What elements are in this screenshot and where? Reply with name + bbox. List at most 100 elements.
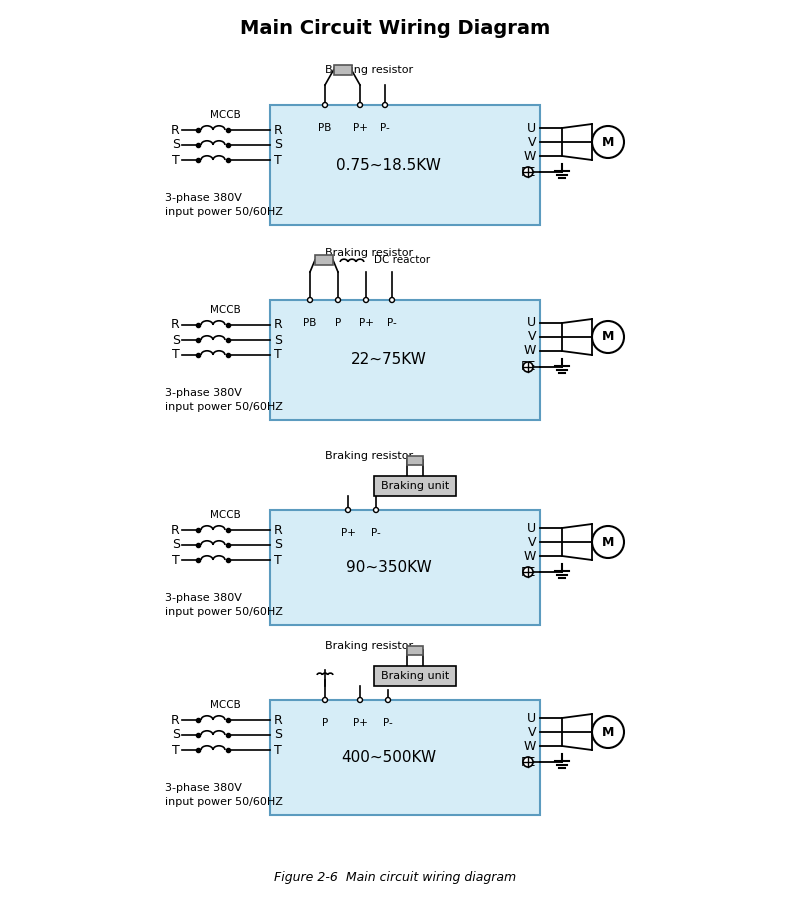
- Text: P+: P+: [352, 718, 367, 728]
- Text: MCCB: MCCB: [209, 110, 240, 120]
- Text: T: T: [274, 348, 282, 362]
- Text: R: R: [274, 123, 283, 137]
- Bar: [374, 666, 456, 686]
- Text: P+: P+: [352, 123, 367, 133]
- Text: S: S: [172, 334, 180, 346]
- Circle shape: [386, 698, 390, 703]
- Text: T: T: [172, 743, 180, 757]
- Circle shape: [592, 321, 624, 353]
- Text: P+: P+: [340, 528, 356, 538]
- Text: S: S: [274, 538, 282, 552]
- Text: P-: P-: [380, 123, 390, 133]
- Bar: [270, 700, 540, 815]
- Text: T: T: [274, 554, 282, 566]
- Circle shape: [389, 298, 394, 302]
- Circle shape: [382, 103, 388, 107]
- Text: 3-phase 380V: 3-phase 380V: [165, 193, 242, 203]
- Bar: [333, 65, 352, 75]
- Circle shape: [345, 508, 351, 512]
- Text: Braking unit: Braking unit: [381, 481, 450, 491]
- Text: S: S: [274, 334, 282, 346]
- Text: P-: P-: [371, 528, 381, 538]
- Text: T: T: [172, 154, 180, 166]
- Text: T: T: [172, 554, 180, 566]
- Text: Braking resistor: Braking resistor: [325, 248, 413, 258]
- Text: T: T: [274, 154, 282, 166]
- Circle shape: [322, 103, 328, 107]
- Circle shape: [523, 757, 533, 767]
- Text: P-: P-: [387, 318, 397, 328]
- Text: W: W: [524, 740, 536, 752]
- Bar: [407, 645, 423, 654]
- Text: PE: PE: [521, 361, 536, 374]
- Text: M: M: [602, 136, 614, 149]
- Text: T: T: [274, 743, 282, 757]
- Circle shape: [307, 298, 313, 302]
- Text: V: V: [528, 536, 536, 548]
- Text: W: W: [524, 149, 536, 163]
- Circle shape: [358, 698, 363, 703]
- Text: PE: PE: [521, 755, 536, 769]
- Circle shape: [592, 526, 624, 558]
- Text: V: V: [528, 725, 536, 739]
- Text: T: T: [172, 348, 180, 362]
- Text: M: M: [602, 725, 614, 739]
- Text: Braking resistor: Braking resistor: [325, 641, 413, 651]
- Text: U: U: [527, 122, 536, 134]
- Text: U: U: [527, 521, 536, 535]
- Text: M: M: [602, 536, 614, 548]
- Text: input power 50/60HZ: input power 50/60HZ: [165, 797, 283, 807]
- Text: W: W: [524, 345, 536, 357]
- Text: R: R: [171, 319, 180, 331]
- Text: 3-phase 380V: 3-phase 380V: [165, 388, 242, 398]
- Text: MCCB: MCCB: [209, 700, 240, 710]
- Text: 22~75KW: 22~75KW: [351, 353, 427, 367]
- Circle shape: [523, 362, 533, 372]
- Circle shape: [358, 103, 363, 107]
- Text: U: U: [527, 712, 536, 724]
- Text: R: R: [274, 319, 283, 331]
- Text: P-: P-: [383, 718, 393, 728]
- Text: input power 50/60HZ: input power 50/60HZ: [165, 402, 283, 412]
- Text: P+: P+: [359, 318, 374, 328]
- Text: PE: PE: [521, 565, 536, 579]
- Text: PE: PE: [521, 166, 536, 178]
- Circle shape: [523, 567, 533, 577]
- Text: R: R: [171, 714, 180, 726]
- Bar: [315, 255, 333, 265]
- Text: R: R: [274, 524, 283, 536]
- Text: PB: PB: [303, 318, 317, 328]
- Text: S: S: [274, 728, 282, 742]
- Bar: [374, 476, 456, 496]
- Circle shape: [336, 298, 340, 302]
- Circle shape: [322, 698, 328, 703]
- Text: Braking resistor: Braking resistor: [325, 65, 413, 75]
- Text: Main Circuit Wiring Diagram: Main Circuit Wiring Diagram: [240, 19, 550, 38]
- Text: Braking unit: Braking unit: [381, 671, 450, 681]
- Text: R: R: [171, 123, 180, 137]
- Circle shape: [592, 126, 624, 158]
- Text: S: S: [172, 728, 180, 742]
- Circle shape: [374, 508, 378, 512]
- Text: P: P: [322, 718, 328, 728]
- Text: V: V: [528, 136, 536, 149]
- Text: M: M: [602, 330, 614, 344]
- Text: MCCB: MCCB: [209, 305, 240, 315]
- Text: Braking resistor: Braking resistor: [325, 451, 413, 461]
- Text: 0.75~18.5KW: 0.75~18.5KW: [337, 158, 442, 173]
- Bar: [270, 300, 540, 420]
- Circle shape: [363, 298, 368, 302]
- Text: S: S: [172, 139, 180, 151]
- Text: P: P: [335, 318, 341, 328]
- Text: V: V: [528, 330, 536, 344]
- Text: S: S: [172, 538, 180, 552]
- Text: 3-phase 380V: 3-phase 380V: [165, 783, 242, 793]
- Text: W: W: [524, 550, 536, 562]
- Text: S: S: [274, 139, 282, 151]
- Text: R: R: [171, 524, 180, 536]
- Text: MCCB: MCCB: [209, 510, 240, 520]
- Text: U: U: [527, 317, 536, 329]
- Text: 400~500KW: 400~500KW: [341, 750, 436, 765]
- Circle shape: [592, 716, 624, 748]
- Text: 90~350KW: 90~350KW: [346, 560, 431, 575]
